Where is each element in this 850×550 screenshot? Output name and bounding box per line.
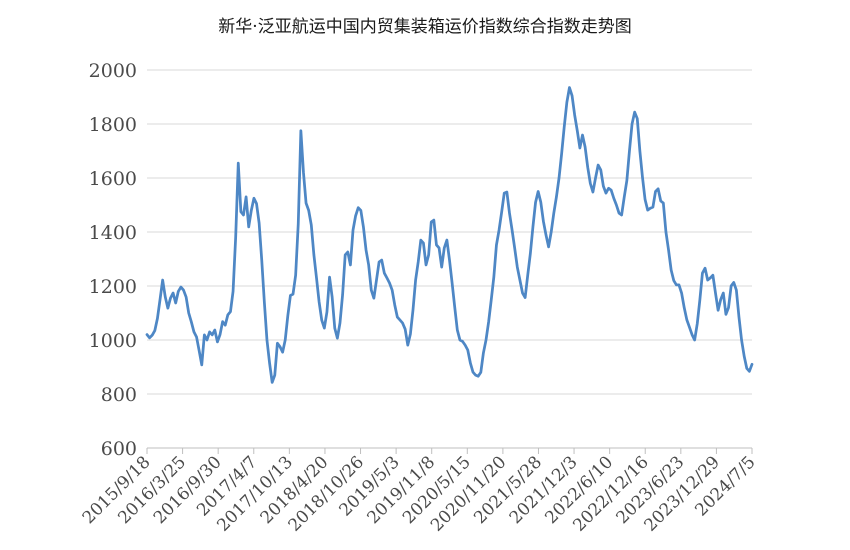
- y-axis-tick-label: 1800: [89, 114, 137, 136]
- y-axis-tick-label: 2000: [89, 60, 137, 82]
- y-axis-tick-label: 600: [101, 438, 137, 460]
- gridlines: [147, 69, 752, 449]
- chart-title: 新华·泛亚航运中国内贸集装箱运价指数综合指数走势图: [218, 17, 632, 37]
- y-axis-labels: 2000 1800 1600 1400 1200 1000 800 600: [89, 60, 137, 460]
- x-axis: 2015/9/182016/3/252016/9/302017/4/72017/…: [79, 448, 760, 536]
- freight-index-line: [145, 86, 754, 384]
- index-line-series: [145, 86, 754, 384]
- y-axis-tick-label: 1200: [89, 276, 137, 298]
- y-axis-tick-label: 1600: [89, 168, 137, 190]
- y-axis-tick-label: 800: [101, 384, 137, 406]
- y-axis-tick-label: 1000: [89, 330, 137, 352]
- y-axis-tick-label: 1400: [89, 222, 137, 244]
